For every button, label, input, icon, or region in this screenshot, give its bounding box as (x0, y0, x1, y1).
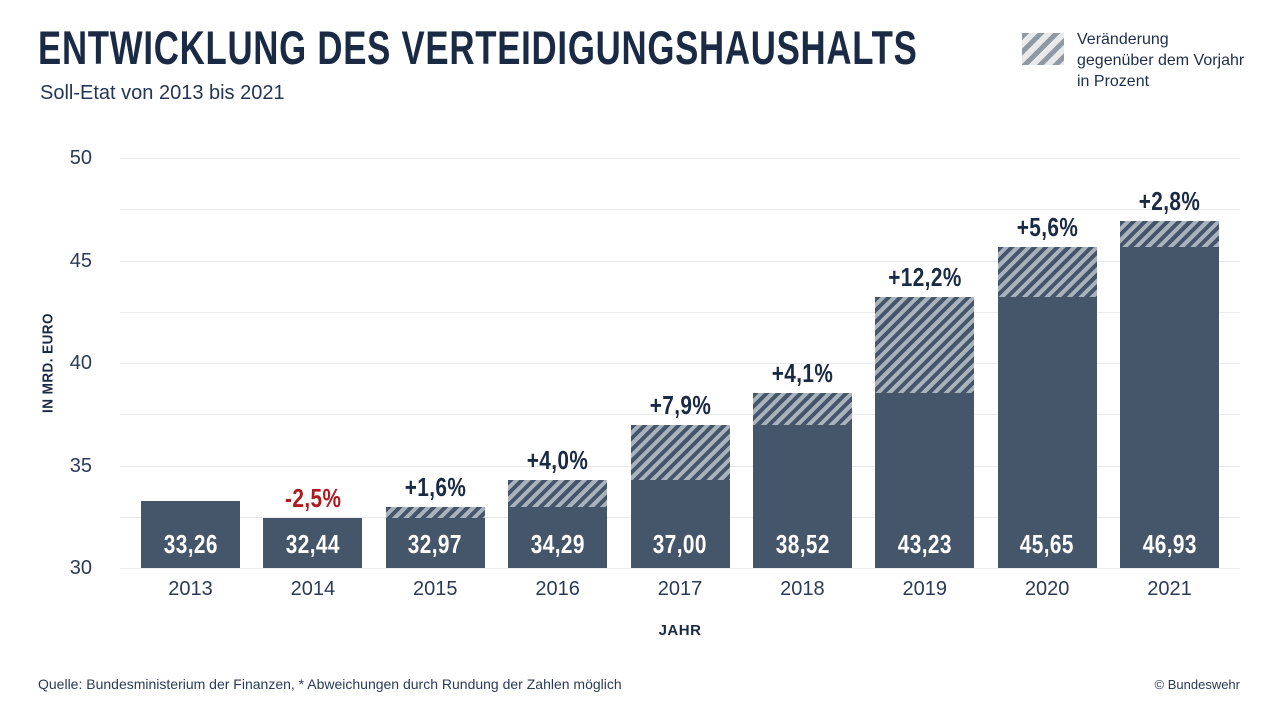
bar-2014: -2,5% 32,44 (263, 485, 363, 568)
gridline-30 (120, 568, 1240, 569)
bar-group-2014: -2,5% 32,44 (263, 158, 363, 568)
bar-2015: +1,6% 32,97 (385, 474, 485, 568)
pct-label-wrap-2014: -2,5% (203, 485, 422, 512)
bar-series: 33,26 -2,5% 32,44 +1,6% 32,97 +4,0% 34,29 +7,9%… (120, 158, 1240, 568)
value-label-2021: 46,93 (1142, 529, 1197, 559)
x-axis-tick-labels: 2013 2014 2015 2016 2017 2018 2019 2020 2021 (120, 578, 1240, 601)
bar-hatch-2018 (752, 393, 852, 425)
bar-hatch-2021 (1120, 220, 1219, 248)
bar-group-2016: +4,0% 34,29 (508, 158, 608, 568)
x-tick-label-2019: 2019 (902, 578, 948, 600)
x-tick-label-2017: 2017 (657, 578, 703, 600)
y-tick-label-45: 45 (69, 249, 92, 272)
hatch-pattern-icon (1022, 33, 1064, 65)
pct-label-2014: -2,5% (284, 482, 342, 513)
x-tick-label-2018: 2018 (780, 578, 825, 600)
gridline-45 (120, 260, 1240, 262)
x-tick-label-2015: 2015 (413, 578, 458, 600)
y-tick-label-35: 35 (69, 454, 92, 477)
pct-label-2015: +1,6% (404, 472, 467, 503)
x-tick-label-2013: 2013 (168, 578, 213, 600)
bar-hatch-2016 (508, 480, 608, 508)
value-label-2013: 33,26 (163, 529, 218, 559)
x-tick-label-2020: 2020 (1024, 578, 1070, 600)
value-label-wrap-2017: 37,00 (631, 531, 730, 558)
bar-2018: +4,1% 38,52 (752, 360, 852, 568)
bar-group-2018: +4,1% 38,52 (752, 158, 852, 568)
bar-group-2013: 33,26 (141, 158, 240, 568)
value-label-2019: 43,23 (897, 529, 952, 559)
legend: Veränderung gegenüber dem Vorjahr in Pro… (1022, 30, 1247, 92)
footer: Quelle: Bundesministerium der Finanzen, … (38, 676, 1240, 692)
value-label-wrap-2014: 32,44 (263, 531, 362, 558)
pct-label-wrap-2020: +5,6% (938, 214, 1157, 241)
gridline-47.5 (120, 209, 1240, 211)
bar-hatch-2019 (875, 296, 975, 394)
value-label-2018: 38,52 (775, 529, 830, 559)
pct-label-wrap-2017: +7,9% (571, 392, 790, 419)
pct-label-2018: +4,1% (771, 358, 834, 389)
bar-2013: 33,26 (141, 501, 240, 568)
pct-label-wrap-2015: +1,6% (326, 474, 545, 501)
value-label-wrap-2015: 32,97 (386, 531, 485, 558)
pct-label-wrap-2021: +2,8% (1060, 188, 1279, 215)
pct-label-2020: +5,6% (1016, 212, 1078, 243)
x-tick-label-2016: 2016 (535, 578, 580, 600)
value-label-2015: 32,97 (408, 529, 463, 559)
value-label-wrap-2018: 38,52 (753, 531, 852, 558)
bar-group-2015: +1,6% 32,97 (385, 158, 485, 568)
bar-hatch-2017 (630, 424, 730, 481)
pct-label-2021: +2,8% (1138, 185, 1201, 216)
bar-2020: +5,6% 45,65 (997, 214, 1097, 568)
source-note: Quelle: Bundesministerium der Finanzen, … (38, 676, 622, 692)
gridline-42.5 (120, 311, 1240, 313)
y-tick-label-30: 30 (69, 557, 92, 579)
gridline-40 (120, 363, 1240, 364)
bar-2019: +12,2% 43,23 (875, 264, 975, 568)
pct-label-2016: +4,0% (526, 445, 589, 476)
value-label-2020: 45,65 (1020, 529, 1075, 559)
copyright-credit: © Bundeswehr (1154, 677, 1240, 692)
value-label-2017: 37,00 (652, 529, 708, 559)
pct-label-wrap-2019: +12,2% (815, 264, 1034, 291)
value-label-wrap-2021: 46,93 (1120, 531, 1219, 558)
bar-group-2021: +2,8% 46,93 (1120, 158, 1219, 568)
pct-label-2019: +12,2% (887, 261, 962, 292)
y-axis-tick-labels: 30 35 40 45 50 (50, 147, 106, 579)
x-tick-label-2021: 2021 (1147, 578, 1192, 600)
x-axis-title: JAHR (658, 622, 702, 639)
y-tick-label-40: 40 (69, 352, 92, 374)
page-title: Entwicklung des Verteidigungshaushalts (38, 21, 918, 74)
value-label-2014: 32,44 (285, 529, 340, 559)
value-label-2016: 34,29 (530, 529, 585, 559)
value-label-wrap-2016: 34,29 (508, 531, 607, 558)
gridline-37.5 (120, 414, 1240, 416)
pct-label-wrap-2016: +4,0% (448, 447, 667, 474)
page-subtitle: Soll-Etat von 2013 bis 2021 (40, 82, 285, 104)
bar-2021: +2,8% 46,93 (1120, 188, 1219, 568)
y-tick-label-50: 50 (69, 147, 92, 169)
bar-hatch-2015 (385, 507, 485, 518)
value-label-wrap-2019: 43,23 (875, 531, 974, 558)
bar-hatch-2020 (997, 247, 1097, 297)
value-label-wrap-2020: 45,65 (998, 531, 1097, 558)
gridline-50 (120, 158, 1240, 159)
plot-area: 33,26 -2,5% 32,44 +1,6% 32,97 +4,0% 34,29 +7,9%… (120, 158, 1240, 569)
legend-label: Veränderung gegenüber dem Vorjahr in Pro… (1077, 31, 1245, 90)
bar-group-2017: +7,9% 37,00 (630, 158, 730, 568)
bar-2017: +7,9% 37,00 (630, 392, 730, 568)
bar-group-2019: +12,2% 43,23 (875, 158, 975, 568)
bar-2016: +4,0% 34,29 (508, 447, 608, 568)
x-tick-label-2014: 2014 (290, 578, 336, 600)
pct-label-wrap-2018: +4,1% (693, 360, 912, 387)
pct-label-2017: +7,9% (649, 389, 711, 420)
value-label-wrap-2013: 33,26 (141, 531, 240, 558)
bar-group-2020: +5,6% 45,65 (997, 158, 1097, 568)
